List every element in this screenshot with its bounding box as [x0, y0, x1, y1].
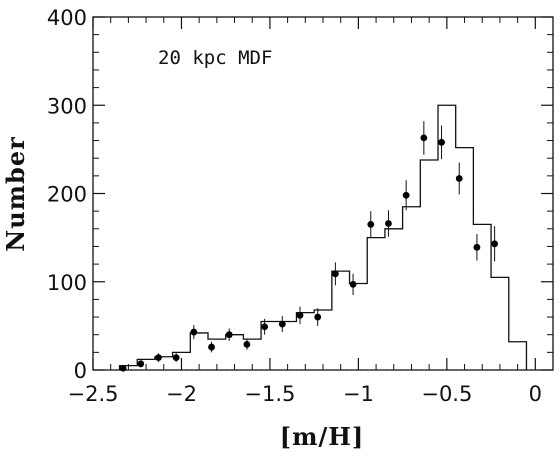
data-point: [296, 311, 304, 319]
plot-frame: [92, 16, 554, 371]
y-tick-label: 200: [47, 183, 87, 207]
x-tick-label: 0: [529, 382, 542, 406]
data-point: [172, 354, 180, 362]
y-tick-label: 100: [47, 271, 87, 295]
x-tick-label: −0.5: [421, 382, 472, 406]
x-tick-label: −2.5: [68, 382, 119, 406]
x-tick-labels: −2.5 −2 −1.5 −1 −0.5 0: [68, 382, 542, 406]
data-point: [278, 320, 286, 328]
data-point: [473, 243, 481, 251]
y-tick-label: 400: [47, 6, 87, 30]
data-point: [349, 280, 357, 288]
data-point: [225, 331, 233, 339]
data-point: [420, 134, 428, 142]
data-point: [491, 240, 499, 248]
data-point: [314, 313, 322, 321]
data-points: [119, 134, 499, 372]
data-point: [367, 220, 375, 228]
data-point: [261, 323, 269, 331]
error-bars: [122, 121, 496, 371]
data-point: [438, 138, 445, 146]
annotation-label: 20 kpc MDF: [158, 47, 272, 69]
data-point: [190, 328, 198, 336]
data-point: [119, 364, 127, 372]
x-tick-label: −2: [166, 382, 197, 406]
data-point: [402, 191, 410, 199]
data-point: [243, 341, 251, 348]
x-axis-title: [m/H]: [280, 422, 365, 451]
data-point: [331, 270, 339, 278]
data-point: [155, 354, 162, 362]
y-tick-label: 300: [47, 94, 87, 118]
x-tick-label: −1: [343, 382, 374, 406]
data-point: [455, 175, 463, 182]
y-tick-labels: 0 100 200 300 400: [47, 6, 87, 383]
model-histogram: [118, 104, 528, 370]
data-point: [208, 343, 215, 351]
x-tick-label: −1.5: [244, 382, 295, 406]
y-axis-title: Number: [1, 136, 30, 251]
axis-ticks: [92, 16, 554, 371]
data-point: [385, 220, 392, 227]
y-tick-label: 0: [74, 359, 87, 383]
data-point: [137, 360, 145, 368]
